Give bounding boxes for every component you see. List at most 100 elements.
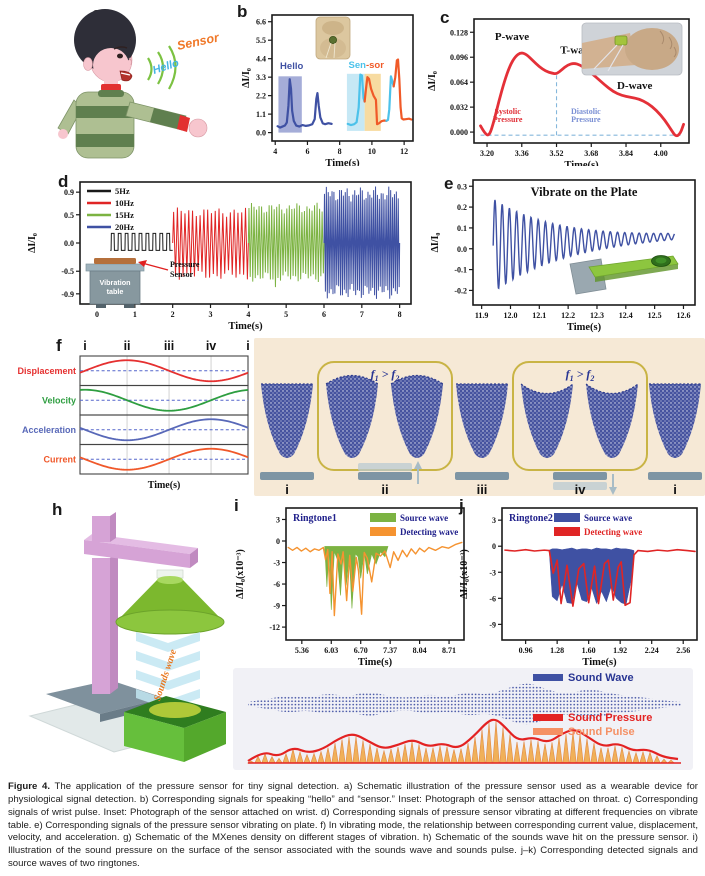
cone-top-edge (390, 374, 444, 385)
x-axis-label: Time(s) (582, 657, 617, 668)
shirt (75, 91, 135, 159)
y-axis-label: ΔI/I₀ (427, 71, 438, 91)
ear (83, 57, 93, 71)
legend-label-Detecting wave: Detecting wave (584, 527, 642, 537)
panel-b-plot: 4 6 8 10 12 0.0 1.1 2.2 3.3 4.4 5.5 6.6 Time(s) ΔI/I₀… (241, 14, 414, 166)
y-tick-label: 0.000 (450, 128, 468, 137)
y-tick-label: 3.3 (256, 73, 266, 82)
panel-title: Ringtone2 (509, 513, 553, 524)
chin-shadow (322, 21, 344, 35)
wrist-photo-inset (581, 22, 683, 76)
legend-swatch-Detecting wave (370, 527, 396, 536)
vibration-trace-3 (323, 186, 401, 299)
signal-trace-1 (346, 73, 366, 127)
x-tick-label: 3.36 (515, 149, 529, 158)
hand-fist (188, 118, 208, 138)
y-tick-label: -9 (489, 620, 496, 629)
mxene-cone-speckle (326, 375, 378, 458)
plate-sensor-inner (655, 257, 667, 264)
x-tick-label: 4 (273, 147, 277, 156)
vibration-table-label: Vibration (99, 278, 130, 287)
legend-label-10Hz: 10Hz (115, 198, 134, 208)
x-tick-label: 6.03 (324, 646, 338, 655)
speaker-top (157, 576, 183, 584)
x-axis-label: Time(s) (564, 160, 599, 166)
x-axis-label: Time(s) (228, 321, 263, 332)
y-tick-label: -12 (269, 623, 280, 632)
throat-sensor-band (101, 84, 121, 91)
vibration-bar (553, 472, 607, 480)
x-axis-label: Time(s) (325, 158, 360, 166)
y-tick-label: 4.4 (256, 55, 266, 64)
y-axis-label: ΔI/I₀(x10⁻³) (235, 549, 246, 599)
vibration-trace-0 (110, 232, 173, 251)
row-label-velocity: Velocity (42, 395, 76, 405)
y-tick-label: 0.0 (256, 129, 266, 138)
collar (98, 90, 124, 97)
fist (625, 28, 679, 70)
x-axis-label: Time(s) (567, 322, 602, 333)
panel-g-art: f1 > f2 f1 > f2i ii iii iv i (254, 338, 705, 496)
up-arrow-head (414, 461, 422, 469)
panel-h-art: Sounds wave (28, 512, 226, 762)
x-tick-label: 10 (368, 147, 376, 156)
mxene-cone-speckle (391, 375, 443, 458)
sleeve-stripe (150, 108, 186, 130)
plot-frame (473, 18, 690, 144)
table-foot (96, 304, 106, 308)
sound-arc (168, 45, 177, 90)
x-tick-label: 12.6 (676, 311, 690, 320)
stage-label-0: i (285, 482, 289, 496)
shirt-stripe (76, 106, 134, 118)
stage-col-label-0: i (83, 339, 86, 353)
vibration-trace-2 (247, 202, 325, 288)
mxene-cone-speckle (521, 384, 573, 458)
y-tick-label: -0.9 (61, 290, 74, 299)
x-tick-label: 5 (284, 310, 288, 319)
x-tick-label: 12.4 (619, 311, 633, 320)
signal-trace-0 (276, 78, 333, 129)
legend-swatch-Sound Pressure (533, 714, 563, 721)
annotation-pressure: Pressure (493, 115, 523, 124)
legend-swatch-Sound Pulse (533, 728, 563, 735)
plot-frame (285, 507, 465, 641)
annotation-d-wave: D-wave (617, 80, 653, 92)
ghost-bar-down (553, 482, 607, 490)
figure-caption: Figure 4. The application of the pressur… (8, 781, 698, 871)
table-foot (124, 304, 134, 308)
stage-label-2: iii (477, 482, 488, 496)
annotation-systolic: Systolic (495, 107, 522, 116)
stand-cap-side (110, 512, 116, 542)
vibration-bar (260, 472, 314, 480)
y-axis-label: ΔI/I₀ (430, 233, 441, 253)
x-tick-label: 4.00 (654, 149, 668, 158)
stage-col-label-1: ii (124, 339, 131, 353)
group-box-iv (512, 361, 648, 471)
sound-wave-chevron (136, 670, 200, 690)
panel-h-label: h (52, 500, 63, 519)
vibration-trace-1 (172, 207, 249, 280)
mxene-cone-speckle (649, 384, 701, 458)
signal-trace-2 (363, 76, 388, 126)
x-tick-label: 12 (400, 147, 408, 156)
panel-e-plot: 11.9 12.0 12.1 12.2 12.3 12.4 12.5 12.6 -0.2 -0.1… (430, 179, 696, 333)
y-tick-label: -6 (489, 594, 496, 603)
blade-underside (595, 264, 678, 282)
signal-trace-0 (287, 541, 463, 617)
stand-base-top (46, 680, 164, 714)
legend-label-15Hz: 15Hz (115, 210, 134, 220)
panel-i-label: i (234, 496, 239, 515)
signal-trace-4 (392, 58, 413, 121)
x-tick-label: 3.52 (550, 149, 564, 158)
down-arrow-head (609, 487, 617, 495)
vibration-bar (648, 472, 702, 480)
throat-sensor-dot (329, 36, 338, 45)
word-hello: Hello (280, 61, 303, 72)
stand-post-side (110, 552, 118, 694)
y-tick-label: 0.3 (457, 182, 467, 191)
sensor-wire (325, 42, 332, 59)
y-tick-label: -0.1 (454, 266, 467, 275)
damped-oscillation-trace (492, 199, 676, 290)
